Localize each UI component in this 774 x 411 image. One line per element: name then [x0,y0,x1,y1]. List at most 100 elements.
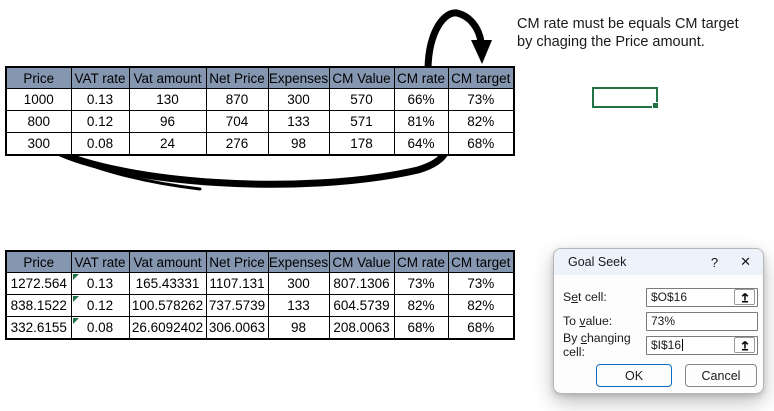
table-cell[interactable]: 0.13 [70,88,130,111]
close-icon[interactable]: ✕ [740,254,751,269]
table-cell[interactable]: 66% [393,88,449,111]
table-cell[interactable]: 98 [267,132,330,156]
set-cell-label: Set cell: [563,290,607,304]
table-row: 300 0.08 24 276 98 178 64% 68% [5,132,515,156]
table-cell[interactable]: 98 [267,316,330,340]
collapse-dialog-button[interactable] [734,337,755,353]
table-row: 800 0.12 96 704 133 571 81% 82% [5,110,515,133]
table-cell[interactable]: 1107.131 [205,272,269,295]
column-header[interactable]: CM rate [393,250,449,273]
column-header[interactable]: Net Price [205,66,269,89]
table-cell[interactable]: 571 [328,110,395,133]
collapse-dialog-button[interactable] [734,289,755,305]
table-cell[interactable]: 870 [205,88,269,111]
table-cell[interactable]: 130 [128,88,207,111]
table-cell[interactable]: 133 [267,294,330,317]
table-cell[interactable]: 276 [205,132,269,156]
set-cell-row: Set cell: $O$16 [563,287,758,307]
dialog-body: Set cell: $O$16 To value: 73% By ch [554,275,763,359]
arc-arrow-icon [424,9,492,69]
dialog-title: Goal Seek [568,255,627,269]
table-cell[interactable]: 800 [5,110,72,133]
table-cell[interactable]: 300 [267,272,330,295]
annotation-line-1: CM rate must be equals CM target [517,16,739,32]
selected-cell-outline[interactable] [592,87,659,109]
column-header[interactable]: CM Value [328,66,395,89]
table-cell[interactable]: 178 [328,132,395,156]
range-select-icon [741,292,748,303]
column-header[interactable]: Price [5,66,72,89]
table-cell[interactable]: 604.5739 [328,294,395,317]
table-cell[interactable]: 81% [393,110,449,133]
to-value-label: To value: [563,314,613,328]
column-header[interactable]: Vat amount [128,66,207,89]
header-row: Price VAT rate Vat amount Net Price Expenses… [5,250,515,273]
column-header[interactable]: CM target [447,250,515,273]
table-cell[interactable]: 26.6092402 [128,316,207,340]
by-changing-cell-input[interactable]: $I$16 [646,335,758,355]
original-values-table: Price VAT rate Vat amount Net Price Expenses… [5,66,515,156]
table-cell[interactable]: 165.43331 [128,272,207,295]
table-cell[interactable]: 1000 [5,88,72,111]
table-cell[interactable]: 208.0063 [328,316,395,340]
table-cell[interactable]: 0.12 [70,110,130,133]
table-cell[interactable]: 68% [447,316,515,340]
by-changing-cell-value: $I$16 [651,338,682,352]
table-cell[interactable]: 100.578262 [128,294,207,317]
table-cell[interactable]: 570 [328,88,395,111]
table-cell[interactable]: 82% [393,294,449,317]
table-cell[interactable]: 306.0063 [205,316,269,340]
table-cell[interactable]: 737.5739 [205,294,269,317]
table-row: 1000 0.13 130 870 300 570 66% 73% [5,88,515,111]
to-value-row: To value: 73% [563,311,758,331]
text-cursor [682,339,684,351]
fill-handle[interactable] [652,102,659,109]
dialog-titlebar[interactable]: Goal Seek ? ✕ [554,249,763,275]
table-cell[interactable]: 300 [267,88,330,111]
table-cell[interactable]: 1272.564 [5,272,72,295]
column-header[interactable]: CM Value [328,250,395,273]
table-cell[interactable]: 68% [393,316,449,340]
goal-seek-dialog: Goal Seek ? ✕ Set cell: $O$16 To value: [553,248,764,394]
column-header[interactable]: Vat amount [128,250,207,273]
to-value-input[interactable]: 73% [646,311,758,331]
by-changing-cell-label: By changing cell: [563,331,631,359]
table-cell[interactable]: 73% [393,272,449,295]
column-header[interactable]: CM target [447,66,515,89]
table-cell[interactable]: 838.1522 [5,294,72,317]
table-cell[interactable]: 0.12 [70,294,130,317]
column-header[interactable]: Expenses [267,250,330,273]
table-cell[interactable]: 68% [447,132,515,156]
table-cell[interactable]: 24 [128,132,207,156]
to-value-value: 73% [651,314,676,328]
column-header[interactable]: VAT rate [70,250,130,273]
column-header[interactable]: Net Price [205,250,269,273]
header-row: Price VAT rate Vat amount Net Price Expenses… [5,66,515,89]
cancel-button[interactable]: Cancel [685,364,757,387]
table-cell[interactable]: 332.6155 [5,316,72,340]
table-cell[interactable]: 300 [5,132,72,156]
ok-button[interactable]: OK [596,364,672,387]
range-select-icon [741,340,748,351]
column-header[interactable]: VAT rate [70,66,130,89]
table-cell[interactable]: 0.13 [70,272,130,295]
table-cell[interactable]: 704 [205,110,269,133]
column-header[interactable]: Expenses [267,66,330,89]
table-cell[interactable]: 82% [447,110,515,133]
table-cell[interactable]: 0.08 [70,316,130,340]
table-cell[interactable]: 73% [447,88,515,111]
table-cell[interactable]: 0.08 [70,132,130,156]
set-cell-value: $O$16 [651,290,688,304]
column-header[interactable]: Price [5,250,72,273]
annotation-line-2: by chaging the Price amount. [517,33,705,50]
table-cell[interactable]: 73% [447,272,515,295]
set-cell-input[interactable]: $O$16 [646,287,758,307]
column-header[interactable]: CM rate [393,66,449,89]
table-cell[interactable]: 133 [267,110,330,133]
table-cell[interactable]: 96 [128,110,207,133]
table-cell[interactable]: 64% [393,132,449,156]
help-icon[interactable]: ? [710,254,719,270]
table-cell[interactable]: 82% [447,294,515,317]
table-cell[interactable]: 807.1306 [328,272,395,295]
